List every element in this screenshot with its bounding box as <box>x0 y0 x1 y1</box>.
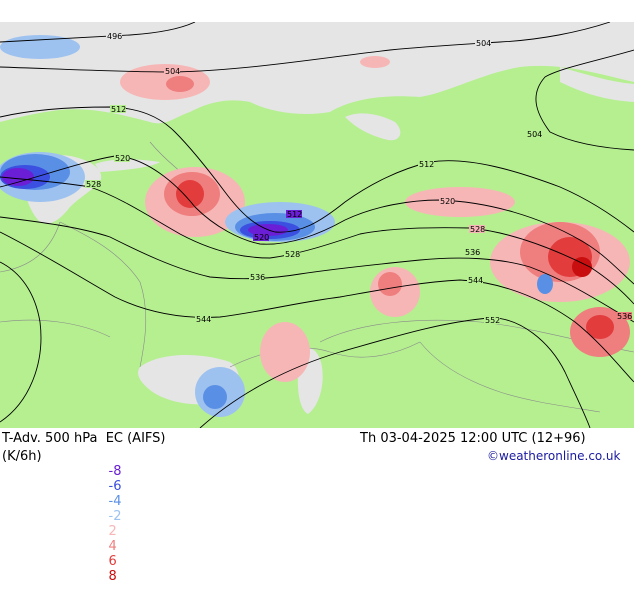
warm-advection <box>54 56 630 382</box>
cold-advection <box>0 35 553 417</box>
contour-label: 528 <box>285 250 300 259</box>
arctic-bay-east <box>560 67 634 102</box>
legend-value: 8 <box>108 569 117 584</box>
contour-label: 528 <box>86 180 101 189</box>
contour-label: 544 <box>468 276 483 285</box>
contour-544 <box>0 231 634 383</box>
contour-west-loop <box>0 261 42 423</box>
contour-label: 536 <box>617 312 632 321</box>
legend-value: -4 <box>108 494 122 509</box>
legend-value: -6 <box>108 479 122 494</box>
gulf-of-finland <box>95 159 160 172</box>
contour-536 <box>0 216 634 323</box>
map-footer: T-Adv. 500 hPa EC (AIFS) Th 03-04-2025 1… <box>0 428 634 584</box>
contour-504-west <box>0 22 611 73</box>
white-sea <box>345 113 401 141</box>
legend-value: 2 <box>108 524 117 539</box>
contour-label: 520 <box>254 233 269 242</box>
contour-label: 536 <box>465 248 480 257</box>
contour-label: 496 <box>107 32 122 41</box>
contour-label: 512 <box>419 160 434 169</box>
contour-528 <box>0 176 634 305</box>
contour-labels: 496 504 504 504 512 512 512 520 520 520 … <box>85 32 632 325</box>
contour-label: 504 <box>165 67 180 76</box>
legend-value: -8 <box>108 464 122 479</box>
contour-label: 512 <box>287 210 302 219</box>
map-title: T-Adv. 500 hPa EC (AIFS) <box>2 431 166 446</box>
contour-label: 504 <box>527 130 542 139</box>
contour-label: 520 <box>115 154 130 163</box>
weather-map: 496 504 504 504 512 512 512 520 520 520 … <box>0 22 634 428</box>
contour-552 <box>199 317 591 428</box>
credit-link[interactable]: ©weatheronline.co.uk <box>487 449 621 463</box>
legend-value: 4 <box>108 539 117 554</box>
contour-label: 552 <box>485 316 500 325</box>
legend-value: 6 <box>108 554 117 569</box>
contour-504-east <box>535 49 634 151</box>
legend-value: -2 <box>108 509 122 524</box>
contour-label: 536 <box>250 273 265 282</box>
contour-512-loop <box>0 106 634 233</box>
contour-496 <box>0 22 196 43</box>
contour-label: 512 <box>111 105 126 114</box>
contour-label: 544 <box>196 315 211 324</box>
contour-label: 528 <box>470 225 485 234</box>
units-label: (K/6h) <box>2 449 42 464</box>
contour-label: 504 <box>476 39 491 48</box>
valid-datetime: Th 03-04-2025 12:00 UTC (12+96) <box>360 431 586 446</box>
legend: -8 -6 -4 -2 2 4 6 8 <box>92 449 129 599</box>
contour-label: 520 <box>440 197 455 206</box>
